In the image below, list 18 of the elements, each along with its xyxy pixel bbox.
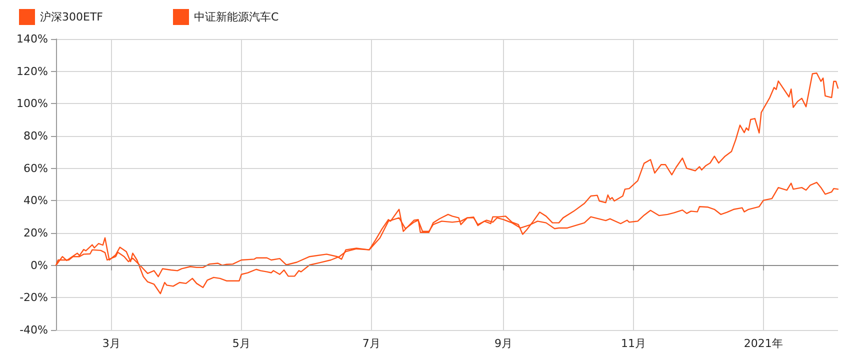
y-tick-label: 20% (24, 226, 48, 240)
y-tick-label: 140% (16, 32, 48, 46)
y-tick-label: 0% (30, 258, 48, 272)
x-tick-label: 9月 (494, 337, 512, 350)
legend-label: 沪深300ETF (40, 10, 103, 24)
y-tick-label: 80% (24, 130, 48, 142)
y-tick-label: 60% (24, 162, 48, 175)
x-tick-label: 7月 (362, 337, 380, 350)
y-tick-label: 120% (16, 64, 48, 78)
x-tick-label: 3月 (102, 337, 120, 350)
x-tick-label: 2021年 (744, 337, 783, 350)
y-tick-label: 40% (24, 194, 48, 208)
legend-label: 中证新能源汽车C (194, 10, 279, 24)
y-tick-label: 100% (16, 97, 48, 110)
x-tick-label: 5月 (232, 337, 250, 350)
x-tick-label: 11月 (620, 337, 646, 350)
y-tick-label: -40% (20, 324, 48, 336)
y-tick-label: -20% (20, 291, 48, 304)
